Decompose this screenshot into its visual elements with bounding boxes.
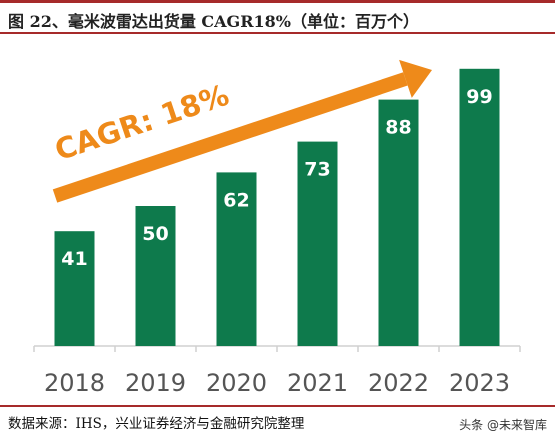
tick-label-2019: 2019 (125, 369, 186, 397)
data-label-2023: 99 (466, 86, 492, 108)
bar-2021 (297, 141, 338, 346)
data-label-2019: 50 (142, 223, 168, 245)
bar-2018 (54, 231, 95, 346)
bar-2020 (216, 172, 257, 346)
bar-2023 (459, 68, 500, 347)
tick-label-2022: 2022 (368, 369, 429, 397)
data-label-2018: 41 (61, 248, 87, 270)
tick-label-2021: 2021 (287, 369, 348, 397)
title-bar: 图 22、毫米波雷达出货量 CAGR18%（单位：百万个） (0, 0, 555, 34)
growth-arrow-head (399, 59, 432, 98)
tick-label-2023: 2023 (449, 369, 510, 397)
bar-2022 (378, 99, 419, 346)
data-label-2022: 88 (385, 117, 411, 139)
data-label-2021: 73 (304, 159, 330, 181)
footer-rule (0, 405, 555, 407)
tick-label-2020: 2020 (206, 369, 267, 397)
chart-title: 图 22、毫米波雷达出货量 CAGR18%（单位：百万个） (8, 12, 419, 31)
growth-arrow-shaft (52, 72, 408, 203)
watermark: 头条 @未来智库 (459, 418, 547, 432)
data-label-2020: 62 (223, 189, 249, 211)
source-note: 数据来源：IHS，兴业证券经济与金融研究院整理 (8, 416, 305, 432)
tick-label-2018: 2018 (44, 369, 105, 397)
cagr-annotation: CAGR: 18% (51, 78, 233, 168)
bar-2019 (135, 206, 176, 346)
